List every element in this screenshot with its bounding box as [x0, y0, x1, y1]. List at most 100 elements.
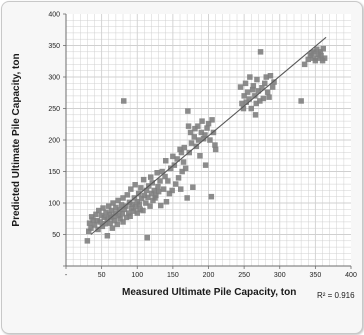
data-point	[130, 208, 137, 214]
tick-labels: 50 100 150 200 250 300 350 400 - 50 100 150 200 250 30…	[48, 12, 357, 280]
trendline	[90, 36, 327, 235]
data-point	[305, 56, 311, 63]
data-point	[311, 49, 317, 55]
data-point	[157, 178, 163, 184]
data-point	[138, 195, 145, 202]
data-point	[117, 216, 123, 222]
data-point	[86, 228, 92, 235]
data-point	[320, 45, 326, 52]
data-point	[103, 209, 109, 216]
data-point	[250, 83, 257, 89]
data-point	[108, 207, 115, 214]
data-point	[248, 105, 254, 112]
data-point	[95, 226, 101, 233]
data-point	[165, 178, 171, 184]
data-point	[178, 186, 184, 192]
data-point	[178, 149, 185, 156]
data-point	[175, 175, 182, 181]
data-point	[180, 159, 187, 165]
data-point	[242, 80, 249, 87]
data-point	[102, 221, 108, 227]
data-point	[115, 197, 121, 204]
data-point	[113, 204, 119, 211]
data-point	[163, 199, 170, 205]
data-point	[104, 233, 111, 239]
y-axis-title: Predicted Ultimate Pile Capacity, ton	[11, 53, 22, 226]
data-point	[98, 212, 105, 219]
data-point	[140, 207, 146, 214]
data-point	[111, 217, 118, 224]
data-point	[185, 123, 192, 129]
data-point	[243, 99, 249, 105]
data-point	[192, 125, 198, 132]
data-point	[124, 192, 130, 198]
data-point	[121, 206, 128, 213]
y-tick-label: 150	[48, 169, 60, 176]
data-point	[253, 100, 259, 107]
data-point	[179, 168, 185, 175]
data-point	[135, 190, 142, 197]
data-point	[252, 112, 259, 118]
data-point	[174, 156, 180, 162]
data-point	[153, 192, 159, 199]
data-point	[129, 201, 135, 207]
data-point	[94, 217, 101, 224]
data-point	[257, 98, 263, 104]
data-point	[267, 73, 274, 79]
data-point	[120, 219, 126, 225]
data-point	[241, 93, 247, 99]
data-point	[182, 165, 189, 172]
data-point	[249, 86, 256, 93]
x-tick-label: 400	[345, 272, 357, 279]
data-point	[159, 168, 165, 175]
data-point	[260, 95, 267, 102]
data-point	[264, 89, 271, 95]
data-point	[205, 120, 212, 127]
x-axis-title: Measured Ultimate Pile Capacity, ton	[122, 287, 296, 298]
data-point	[259, 85, 265, 91]
data-point	[318, 52, 324, 59]
y-tick-label: 400	[48, 12, 60, 19]
data-point	[128, 186, 134, 192]
data-point	[93, 211, 99, 218]
data-point	[162, 173, 168, 180]
data-point	[239, 100, 245, 107]
data-point	[252, 93, 258, 99]
data-point	[114, 221, 120, 228]
data-point	[155, 188, 162, 195]
data-point	[166, 190, 173, 197]
data-point	[145, 194, 151, 201]
data-point	[128, 205, 135, 211]
data-point	[101, 214, 108, 221]
data-point	[246, 96, 252, 102]
data-point	[204, 125, 210, 131]
data-point	[185, 108, 191, 114]
data-point	[237, 84, 244, 90]
y-tick-label: 250	[48, 106, 60, 113]
data-point	[262, 80, 268, 87]
data-point	[99, 223, 106, 230]
data-point	[136, 201, 143, 207]
r-squared-annotation: R² = 0.916	[317, 291, 355, 300]
x-tick-label: 150	[167, 272, 179, 279]
data-point	[255, 88, 262, 94]
data-point	[133, 204, 139, 210]
data-point	[247, 74, 253, 80]
data-point	[321, 55, 328, 61]
data-point	[148, 174, 154, 180]
y-tick-label: 350	[48, 43, 60, 50]
x-tick-label: 300	[274, 272, 286, 279]
data-point	[312, 57, 319, 64]
data-point	[106, 211, 113, 218]
data-point	[90, 217, 96, 223]
data-point	[143, 200, 149, 206]
y-tick-label: 100	[48, 201, 60, 208]
data-point	[141, 192, 148, 199]
data-point	[317, 49, 324, 55]
data-point	[177, 146, 183, 153]
data-point	[202, 132, 208, 138]
data-point	[202, 162, 209, 168]
data-point	[169, 187, 175, 194]
data-point	[298, 98, 304, 104]
data-point	[109, 225, 116, 231]
